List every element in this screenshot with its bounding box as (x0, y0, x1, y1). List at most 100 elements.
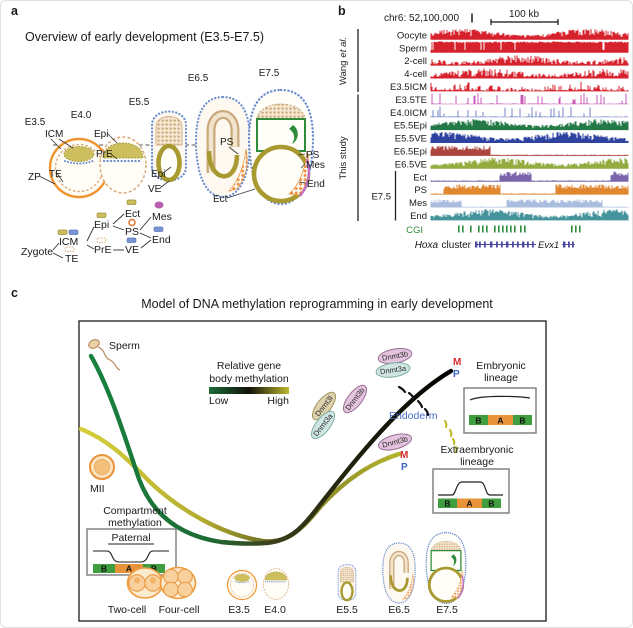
scalebar-label: 100 kb (509, 9, 539, 20)
svg-text:B: B (444, 499, 450, 509)
endoderm-label: Endoderm (389, 410, 438, 422)
track-label-Oocyte: Oocyte (397, 30, 427, 41)
svg-text:B: B (101, 564, 107, 574)
svg-text:Dnmt3b: Dnmt3b (381, 349, 408, 362)
compartment-label-1: Compartment (103, 505, 167, 517)
group-wang-label: Wanget al. (338, 37, 349, 85)
dnmt3b-oval-extra: Dnmt3b (377, 433, 413, 451)
leader-ps-e75 (297, 153, 306, 156)
evx1-label: Evx1 (538, 240, 559, 251)
gene-exon (496, 241, 498, 248)
panel-a-letter: a (11, 4, 19, 18)
track-label-Sperm: Sperm (399, 43, 427, 54)
track-label-E6.5Epi: E6.5Epi (394, 147, 427, 158)
label-ps-e65: PS (220, 137, 234, 148)
paternal-methylation-curve (88, 353, 454, 546)
label-pre: PrE (96, 149, 113, 160)
track-label-E5.5Epi: E5.5Epi (394, 121, 427, 132)
gene-exon (490, 241, 493, 248)
leader-icm-1 (50, 138, 62, 150)
chip-icm-blue (68, 229, 79, 235)
track-signal-E6.5VE (430, 157, 629, 169)
dnmt3b-oval-slope: Dnmt3b (342, 384, 368, 414)
label-zp: ZP (28, 172, 41, 183)
compartment-box: Paternal B A B (86, 528, 177, 576)
track-label-E6.5VE: E6.5VE (395, 159, 427, 170)
svg-text:B: B (488, 499, 494, 509)
lineage-epi: Epi (94, 219, 109, 231)
bracket-e75-label: E7.5 (371, 192, 391, 203)
label-te: TE (49, 169, 62, 180)
panel-b-letter: b (338, 4, 346, 18)
svg-text:B: B (151, 564, 157, 574)
track-label-2-cell: 2-cell (404, 56, 427, 67)
cgi-tick (571, 225, 573, 233)
extra-m-label: M (400, 450, 408, 461)
leader-zp (38, 175, 56, 185)
lineage-tree (52, 199, 164, 259)
stage-e65: E6.5 (188, 73, 209, 84)
extraembryonic-box: B A B (432, 468, 510, 514)
icon-e40 (262, 567, 290, 601)
stage-e75: E7.5 (259, 68, 280, 79)
sperm-icon (88, 339, 121, 371)
label-end-e75: End (307, 179, 325, 190)
embryo-e75 (249, 90, 313, 204)
icon-two-cell (126, 567, 164, 599)
track-label-E3.5TE: E3.5TE (395, 95, 427, 106)
chip-ps (128, 218, 136, 227)
leader-epi-e55 (162, 166, 172, 174)
cgi-tick (486, 225, 488, 233)
track-signal-Oocyte (430, 29, 629, 40)
cgi-tick (494, 225, 496, 233)
track-signal-4-cell (430, 68, 629, 79)
chip-icm-epi (57, 229, 68, 235)
chip-ve (126, 237, 137, 243)
icon-e75 (424, 531, 468, 605)
gene-exon (563, 241, 566, 248)
label-epi-e55: Epi (151, 169, 165, 180)
track-label-Mes: Mes (409, 198, 427, 209)
extra-p-label: P (401, 462, 408, 473)
track-signal-PS (430, 184, 629, 195)
track-signal-E3.5TE (430, 93, 629, 105)
panel-c-letter: c (11, 286, 18, 300)
extraembryonic-label-1: Extraembryonic (441, 444, 514, 456)
lineage-end: End (152, 234, 171, 246)
embryo-e35 (48, 137, 110, 199)
cgi-tick (524, 225, 526, 233)
meth-high-label: High (267, 395, 289, 407)
track-label-E5.5VE: E5.5VE (395, 134, 427, 145)
cgi-tick (470, 225, 472, 233)
gene-exon (572, 241, 574, 248)
cgi-tick (458, 225, 460, 233)
leader-epi-e40 (107, 133, 118, 144)
cgi-tick (579, 225, 581, 233)
label-ect-e75: Ect (213, 194, 228, 205)
cgi-tick (520, 225, 522, 233)
track-signal-E3.5ICM (430, 81, 629, 92)
icon-e35 (226, 569, 258, 601)
track-signal-Sperm (430, 41, 629, 53)
chip-mes (154, 201, 164, 209)
embryonic-m-label: M (453, 357, 461, 368)
embryo-e40 (98, 135, 148, 195)
lineage-zygote: Zygote (21, 246, 53, 258)
gene-exon (522, 241, 525, 248)
leader-ve-e55 (159, 180, 170, 189)
cgi-label: CGI (406, 225, 423, 236)
meth-legend-line2: body methylation (209, 373, 289, 385)
gene-exon (501, 241, 503, 248)
gene-exon (527, 241, 529, 248)
cgi-tick (510, 225, 512, 233)
stage-four-cell: Four-cell (159, 604, 200, 616)
leader-end-e75 (298, 181, 307, 184)
scalebar (490, 19, 559, 25)
track-signal-E4.0ICM (430, 106, 629, 118)
svg-text:Dnmt3a: Dnmt3a (379, 364, 407, 377)
cgi-tick (502, 225, 504, 233)
hoxa-cluster-label: Hoxa cluster (415, 240, 472, 251)
track-label-E3.5ICM: E3.5ICM (390, 82, 427, 93)
gene-exon (532, 241, 534, 248)
